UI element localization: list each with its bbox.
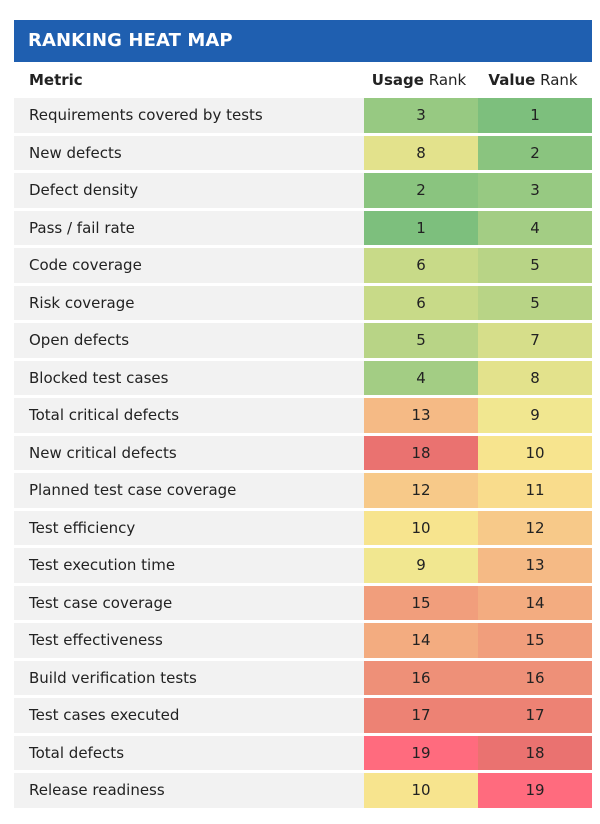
value-rank-cell: 5	[478, 248, 592, 283]
heat-map-panel: RANKING HEAT MAP Metric Usage Rank Value…	[14, 20, 592, 808]
usage-rank-cell: 13	[364, 398, 478, 433]
value-rank-cell: 1	[478, 98, 592, 133]
chart-title: RANKING HEAT MAP	[14, 20, 592, 62]
table-row: New critical defects 18 10	[14, 435, 592, 470]
usage-rank-cell: 1	[364, 210, 478, 245]
table-row: New defects 8 2	[14, 135, 592, 170]
metric-label: Risk coverage	[14, 285, 364, 320]
usage-rank-cell: 15	[364, 585, 478, 620]
usage-rank-cell: 10	[364, 510, 478, 545]
metric-label: Release readiness	[14, 773, 364, 808]
metric-label: Defect density	[14, 173, 364, 208]
metric-label: Test cases executed	[14, 698, 364, 733]
usage-rank-cell: 6	[364, 248, 478, 283]
metric-label: Pass / fail rate	[14, 210, 364, 245]
metric-label: Planned test case coverage	[14, 473, 364, 508]
usage-rank-cell: 17	[364, 698, 478, 733]
table-row: Total critical defects 13 9	[14, 398, 592, 433]
heat-map-rows: Requirements covered by tests 3 1 New defec…	[14, 98, 592, 808]
header-usage-rank: Usage Rank	[362, 71, 476, 89]
header-usage-bold: Usage	[371, 71, 424, 89]
table-row: Blocked test cases 4 8	[14, 360, 592, 395]
table-row: Code coverage 6 5	[14, 248, 592, 283]
metric-label: Test case coverage	[14, 585, 364, 620]
header-metric: Metric	[29, 71, 83, 89]
metric-label: Build verification tests	[14, 660, 364, 695]
metric-label: Total critical defects	[14, 398, 364, 433]
usage-rank-cell: 18	[364, 435, 478, 470]
usage-rank-cell: 12	[364, 473, 478, 508]
value-rank-cell: 14	[478, 585, 592, 620]
metric-label: Code coverage	[14, 248, 364, 283]
value-rank-cell: 18	[478, 735, 592, 770]
value-rank-cell: 5	[478, 285, 592, 320]
value-rank-cell: 12	[478, 510, 592, 545]
usage-rank-cell: 19	[364, 735, 478, 770]
usage-rank-cell: 9	[364, 548, 478, 583]
table-row: Build verification tests 16 16	[14, 660, 592, 695]
table-row: Open defects 5 7	[14, 323, 592, 358]
value-rank-cell: 10	[478, 435, 592, 470]
table-row: Planned test case coverage 12 11	[14, 473, 592, 508]
header-value-rank: Value Rank	[476, 71, 590, 89]
value-rank-cell: 11	[478, 473, 592, 508]
metric-label: Test execution time	[14, 548, 364, 583]
usage-rank-cell: 3	[364, 98, 478, 133]
metric-label: Blocked test cases	[14, 360, 364, 395]
usage-rank-cell: 8	[364, 135, 478, 170]
usage-rank-cell: 6	[364, 285, 478, 320]
usage-rank-cell: 5	[364, 323, 478, 358]
value-rank-cell: 3	[478, 173, 592, 208]
value-rank-cell: 13	[478, 548, 592, 583]
value-rank-cell: 7	[478, 323, 592, 358]
value-rank-cell: 15	[478, 623, 592, 658]
table-row: Test execution time 9 13	[14, 548, 592, 583]
value-rank-cell: 19	[478, 773, 592, 808]
value-rank-cell: 8	[478, 360, 592, 395]
table-row: Test cases executed 17 17	[14, 698, 592, 733]
metric-label: Test efficiency	[14, 510, 364, 545]
table-row: Test effectiveness 14 15	[14, 623, 592, 658]
header-value-rest: Rank	[535, 71, 578, 89]
table-row: Defect density 2 3	[14, 173, 592, 208]
table-row: Release readiness 10 19	[14, 773, 592, 808]
metric-label: New critical defects	[14, 435, 364, 470]
usage-rank-cell: 16	[364, 660, 478, 695]
metric-label: New defects	[14, 135, 364, 170]
value-rank-cell: 9	[478, 398, 592, 433]
usage-rank-cell: 14	[364, 623, 478, 658]
usage-rank-cell: 2	[364, 173, 478, 208]
header-usage-rest: Rank	[423, 71, 467, 89]
table-row: Test case coverage 15 14	[14, 585, 592, 620]
metric-label: Requirements covered by tests	[14, 98, 364, 133]
usage-rank-cell: 4	[364, 360, 478, 395]
metric-label: Open defects	[14, 323, 364, 358]
table-row: Total defects 19 18	[14, 735, 592, 770]
table-row: Test efficiency 10 12	[14, 510, 592, 545]
value-rank-cell: 2	[478, 135, 592, 170]
table-row: Requirements covered by tests 3 1	[14, 98, 592, 133]
value-rank-cell: 16	[478, 660, 592, 695]
table-row: Risk coverage 6 5	[14, 285, 592, 320]
header-value-bold: Value	[488, 71, 536, 89]
table-row: Pass / fail rate 1 4	[14, 210, 592, 245]
column-header-row: Metric Usage Rank Value Rank	[14, 62, 592, 98]
usage-rank-cell: 10	[364, 773, 478, 808]
metric-label: Test effectiveness	[14, 623, 364, 658]
metric-label: Total defects	[14, 735, 364, 770]
value-rank-cell: 4	[478, 210, 592, 245]
value-rank-cell: 17	[478, 698, 592, 733]
